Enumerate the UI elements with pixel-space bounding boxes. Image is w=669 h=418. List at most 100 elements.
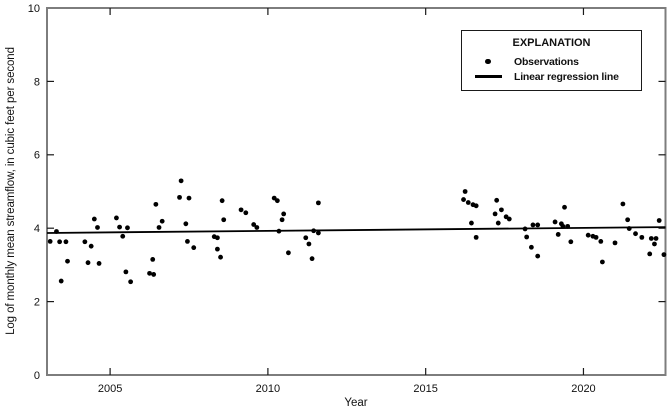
observation-point	[65, 258, 70, 264]
observation-point	[661, 252, 667, 258]
observation-point	[274, 198, 280, 204]
observation-point	[462, 189, 468, 194]
regression-line-icon	[462, 75, 514, 78]
observation-point	[652, 241, 657, 247]
legend-item-observations: Observations	[462, 54, 641, 69]
x-tick-label: 2010	[256, 383, 280, 395]
observation-point	[215, 246, 220, 252]
observation-point	[85, 260, 91, 266]
observation-point	[473, 203, 479, 209]
observation-point	[117, 224, 122, 230]
observation-point	[178, 178, 184, 184]
observation-point	[315, 230, 321, 236]
y-tick-label: 4	[34, 223, 40, 235]
observation-point	[63, 239, 69, 245]
observation-point	[215, 235, 220, 241]
observation-point	[243, 210, 249, 216]
observation-point	[96, 261, 102, 266]
y-tick-label: 0	[34, 370, 40, 382]
observation-point	[218, 254, 223, 260]
y-tick-label: 10	[28, 3, 40, 15]
observation-point	[91, 216, 97, 222]
y-tick-label: 8	[34, 76, 40, 88]
observation-point	[647, 251, 653, 257]
observation-point	[568, 239, 574, 245]
observation-dot-icon	[462, 58, 514, 65]
observation-point	[494, 197, 500, 203]
observation-point	[57, 239, 63, 245]
legend-item-regression: Linear regression line	[462, 69, 641, 84]
observation-point	[599, 259, 605, 265]
legend-title: EXPLANATION	[512, 37, 591, 49]
observation-point	[153, 201, 159, 207]
observation-point	[123, 269, 129, 275]
observation-point	[473, 234, 479, 240]
y-tick-label: 2	[34, 296, 40, 308]
observation-point	[528, 244, 534, 250]
x-tick-label: 2020	[571, 383, 595, 395]
observation-point	[251, 222, 257, 227]
y-axis-title: Log of monthly mean streamflow, in cubic…	[5, 47, 17, 335]
observation-point	[499, 207, 504, 213]
observation-point	[254, 225, 260, 230]
observation-point	[461, 197, 466, 202]
observation-point	[286, 250, 291, 256]
observation-point	[593, 234, 599, 240]
observation-point	[535, 253, 541, 259]
observation-point	[495, 220, 501, 226]
observation-point	[639, 234, 645, 240]
observation-point	[309, 256, 315, 262]
observation-point	[281, 211, 287, 217]
observation-point	[147, 270, 152, 276]
observation-point	[150, 256, 156, 262]
observation-point	[620, 201, 626, 207]
observation-point	[612, 240, 618, 246]
observation-point	[151, 272, 157, 277]
observation-point	[598, 239, 604, 244]
observation-point	[120, 233, 126, 239]
observation-point	[279, 217, 285, 223]
legend-item-label: Linear regression line	[514, 70, 619, 83]
plot-frame	[46, 7, 667, 376]
observation-point	[555, 232, 561, 237]
observation-point	[506, 216, 512, 222]
legend-box: EXPLANATION Observations Linear regressi…	[461, 30, 642, 91]
observation-point	[47, 239, 53, 244]
observation-point	[552, 219, 558, 225]
observation-point	[221, 217, 227, 223]
observation-point	[530, 222, 536, 228]
observation-point	[186, 195, 192, 201]
observation-point	[492, 211, 498, 217]
observation-point	[128, 279, 134, 285]
observation-point	[303, 235, 309, 241]
observation-point	[219, 198, 225, 204]
observation-point	[469, 220, 474, 226]
observation-point	[95, 225, 100, 230]
legend-item-label: Observations	[514, 55, 579, 68]
observation-point	[306, 241, 312, 247]
observation-point	[88, 243, 94, 249]
observation-point	[238, 207, 244, 213]
observation-point	[653, 236, 659, 241]
y-tick-label: 6	[34, 150, 40, 162]
observation-point	[183, 221, 189, 227]
observation-point	[465, 200, 471, 205]
observation-point	[159, 218, 165, 224]
observation-point	[125, 225, 130, 231]
observation-point	[535, 222, 541, 228]
observation-point	[524, 234, 530, 240]
observation-point	[648, 236, 654, 241]
observation-point	[58, 278, 64, 284]
observation-point	[191, 245, 197, 251]
x-axis-title: Year	[344, 397, 368, 409]
regression-line	[46, 226, 666, 234]
observation-point	[315, 200, 321, 206]
observation-point	[114, 215, 119, 221]
x-tick-label: 2015	[413, 383, 437, 395]
observation-point	[177, 194, 182, 200]
observation-point	[562, 204, 567, 210]
observation-point	[585, 232, 591, 238]
observation-point	[156, 225, 162, 230]
